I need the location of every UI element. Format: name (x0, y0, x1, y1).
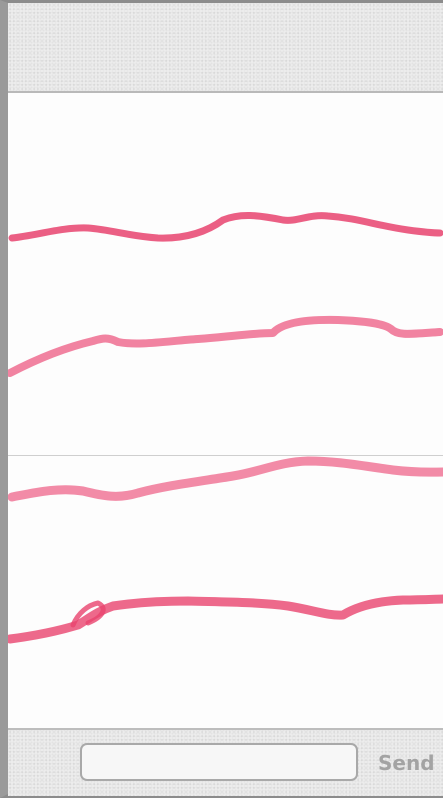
ink-stroke-2 (8, 315, 443, 377)
ink-stroke-4 (8, 594, 443, 644)
ink-stroke-1 (8, 212, 443, 242)
composer-bar: Send (8, 728, 443, 796)
message-input[interactable] (80, 743, 358, 781)
handwriting-svg (8, 212, 443, 644)
ink-stroke-4-loop (70, 600, 106, 628)
top-toolbar (8, 3, 443, 93)
drawing-canvas[interactable] (8, 93, 443, 728)
canvas-divider (8, 455, 443, 456)
ink-stroke-3 (8, 456, 443, 502)
send-button[interactable]: Send (378, 744, 435, 782)
